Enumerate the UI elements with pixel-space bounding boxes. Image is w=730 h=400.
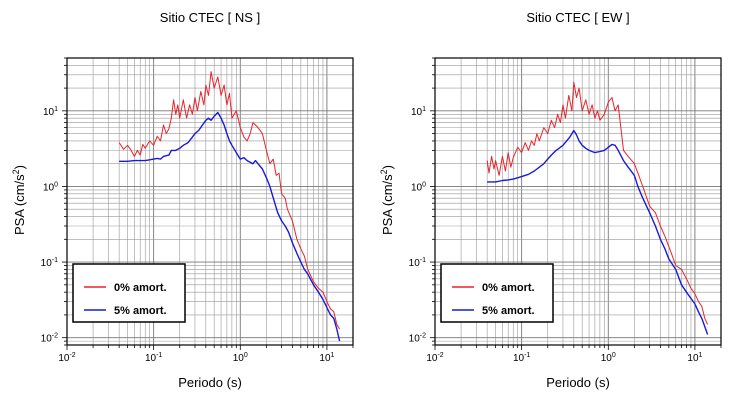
y-tick-label: 10-1 <box>41 257 58 269</box>
series-line-0pct <box>486 81 709 325</box>
chart-panel-ns: Sitio CTEC [ NS ] Periodo (s) PSA (cm/s2… <box>11 10 354 390</box>
x-tick-label: 101 <box>687 352 702 364</box>
legend-label-5pct: 5% amort. <box>482 305 535 317</box>
tick-labels: 10-2 10-1 100 101 10-2 10-1 100 101 <box>41 106 335 364</box>
legend-label-5pct: 5% amort. <box>114 305 167 317</box>
legend-label-0pct: 0% amort. <box>114 282 167 294</box>
x-tick-label: 100 <box>233 352 248 364</box>
x-tick-label: 10-2 <box>58 352 75 364</box>
y-tick-label: 100 <box>411 181 426 193</box>
series-lines <box>118 71 341 342</box>
legend-box <box>440 263 554 323</box>
y-tick-label: 10-1 <box>409 257 426 269</box>
y-tick-label: 101 <box>43 106 58 118</box>
chart-title: Sitio CTEC [ EW ] <box>526 10 629 25</box>
plot-frame <box>434 57 722 346</box>
series-line-5pct <box>487 129 709 335</box>
series-line-0pct <box>118 71 341 330</box>
x-tick-label: 10-1 <box>513 352 530 364</box>
x-tick-label: 10-1 <box>145 352 162 364</box>
x-tick-label: 101 <box>319 352 334 364</box>
y-axis-label: PSA (cm/s2) <box>11 165 27 235</box>
legend: 0% amort. 5% amort. <box>440 263 554 323</box>
legend-label-0pct: 0% amort. <box>482 282 535 294</box>
grid <box>62 57 354 350</box>
plot-border <box>434 57 722 346</box>
y-tick-label: 100 <box>43 181 58 193</box>
y-tick-label: 10-2 <box>41 333 58 345</box>
plot-border <box>66 57 354 346</box>
x-axis-label: Periodo (s) <box>546 375 610 390</box>
y-axis-label: PSA (cm/s2) <box>379 165 395 235</box>
series-line-5pct <box>119 111 341 342</box>
x-tick-label: 10-2 <box>426 352 443 364</box>
y-tick-label: 101 <box>411 106 426 118</box>
chart-title: Sitio CTEC [ NS ] <box>160 10 260 25</box>
x-axis-label: Periodo (s) <box>178 375 242 390</box>
y-tick-label: 10-2 <box>409 333 426 345</box>
series-lines <box>486 81 709 335</box>
chart-panel-ew: Sitio CTEC [ EW ] Periodo (s) PSA (cm/s2… <box>379 10 722 390</box>
x-tick-label: 100 <box>601 352 616 364</box>
tick-labels: 10-2 10-1 100 101 10-2 10-1 100 101 <box>409 106 703 364</box>
plot-frame <box>66 57 354 346</box>
legend: 0% amort. 5% amort. <box>72 263 186 323</box>
legend-box <box>72 263 186 323</box>
